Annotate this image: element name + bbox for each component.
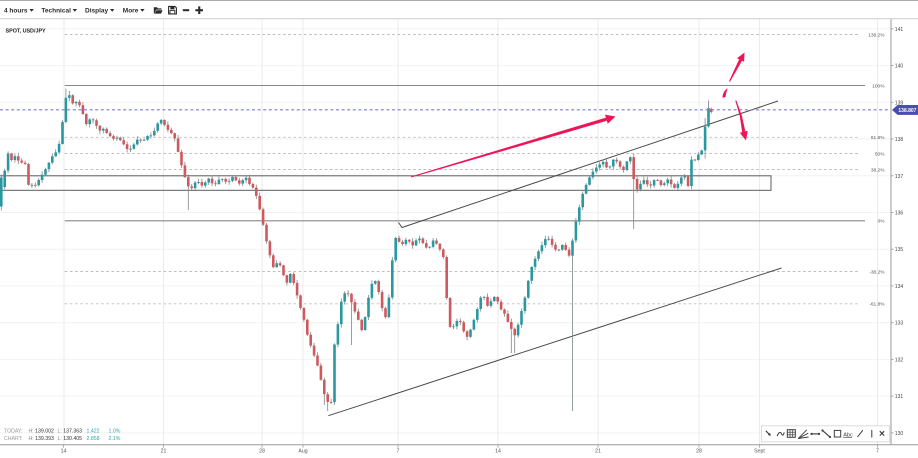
svg-text:21: 21 [595,448,601,454]
svg-text:50%: 50% [875,151,885,157]
svg-text:0%: 0% [878,219,886,225]
svg-text:L: 137.363: L: 137.363 [58,429,83,435]
svg-text:38.2%: 38.2% [871,167,885,173]
svg-text:H: 139.393: H: 139.393 [29,436,55,442]
svg-text:134: 134 [895,284,904,290]
svg-text:140: 140 [895,64,904,70]
svg-text:100%: 100% [872,83,885,89]
svg-text:1.0%: 1.0% [109,429,121,435]
svg-text:H: 139.002: H: 139.002 [29,429,55,435]
svg-text:137: 137 [895,174,904,180]
svg-text:Display: Display [85,8,109,15]
svg-text:1.422: 1.422 [87,429,100,435]
svg-text:SPOT, USD/JPY: SPOT, USD/JPY [6,29,47,35]
svg-text:28: 28 [259,448,265,454]
svg-text:Abc: Abc [843,432,853,438]
svg-text:More: More [123,8,139,15]
svg-text:133: 133 [895,321,904,327]
svg-text:14: 14 [61,448,67,454]
svg-text:2.1%: 2.1% [109,436,121,442]
svg-text:-38.2%: -38.2% [869,269,885,275]
svg-text:138.2%: 138.2% [868,32,885,38]
svg-text:132: 132 [895,357,904,363]
svg-text:TODAY:: TODAY: [4,429,23,435]
svg-text:Technical: Technical [41,8,71,15]
svg-text:131: 131 [895,394,904,400]
svg-text:136: 136 [895,211,904,217]
svg-text:4 hours: 4 hours [4,8,28,15]
svg-text:21: 21 [161,448,167,454]
svg-text:7: 7 [397,448,400,454]
svg-text:28: 28 [696,448,702,454]
svg-text:141: 141 [895,27,904,33]
svg-text:-61.8%: -61.8% [869,302,885,308]
svg-text:CHART:: CHART: [4,436,23,442]
svg-text:7: 7 [876,448,879,454]
svg-text:2.858: 2.858 [87,436,100,442]
svg-text:Aug: Aug [298,448,307,454]
svg-text:130: 130 [895,431,904,437]
svg-text:Sept: Sept [754,448,765,454]
svg-text:138: 138 [895,137,904,143]
svg-text:139: 139 [895,100,904,106]
svg-text:138.807: 138.807 [898,108,916,114]
svg-text:61.8%: 61.8% [871,135,885,141]
svg-text:14: 14 [495,448,501,454]
svg-text:L: 130.405: L: 130.405 [58,436,83,442]
svg-text:135: 135 [895,247,904,253]
